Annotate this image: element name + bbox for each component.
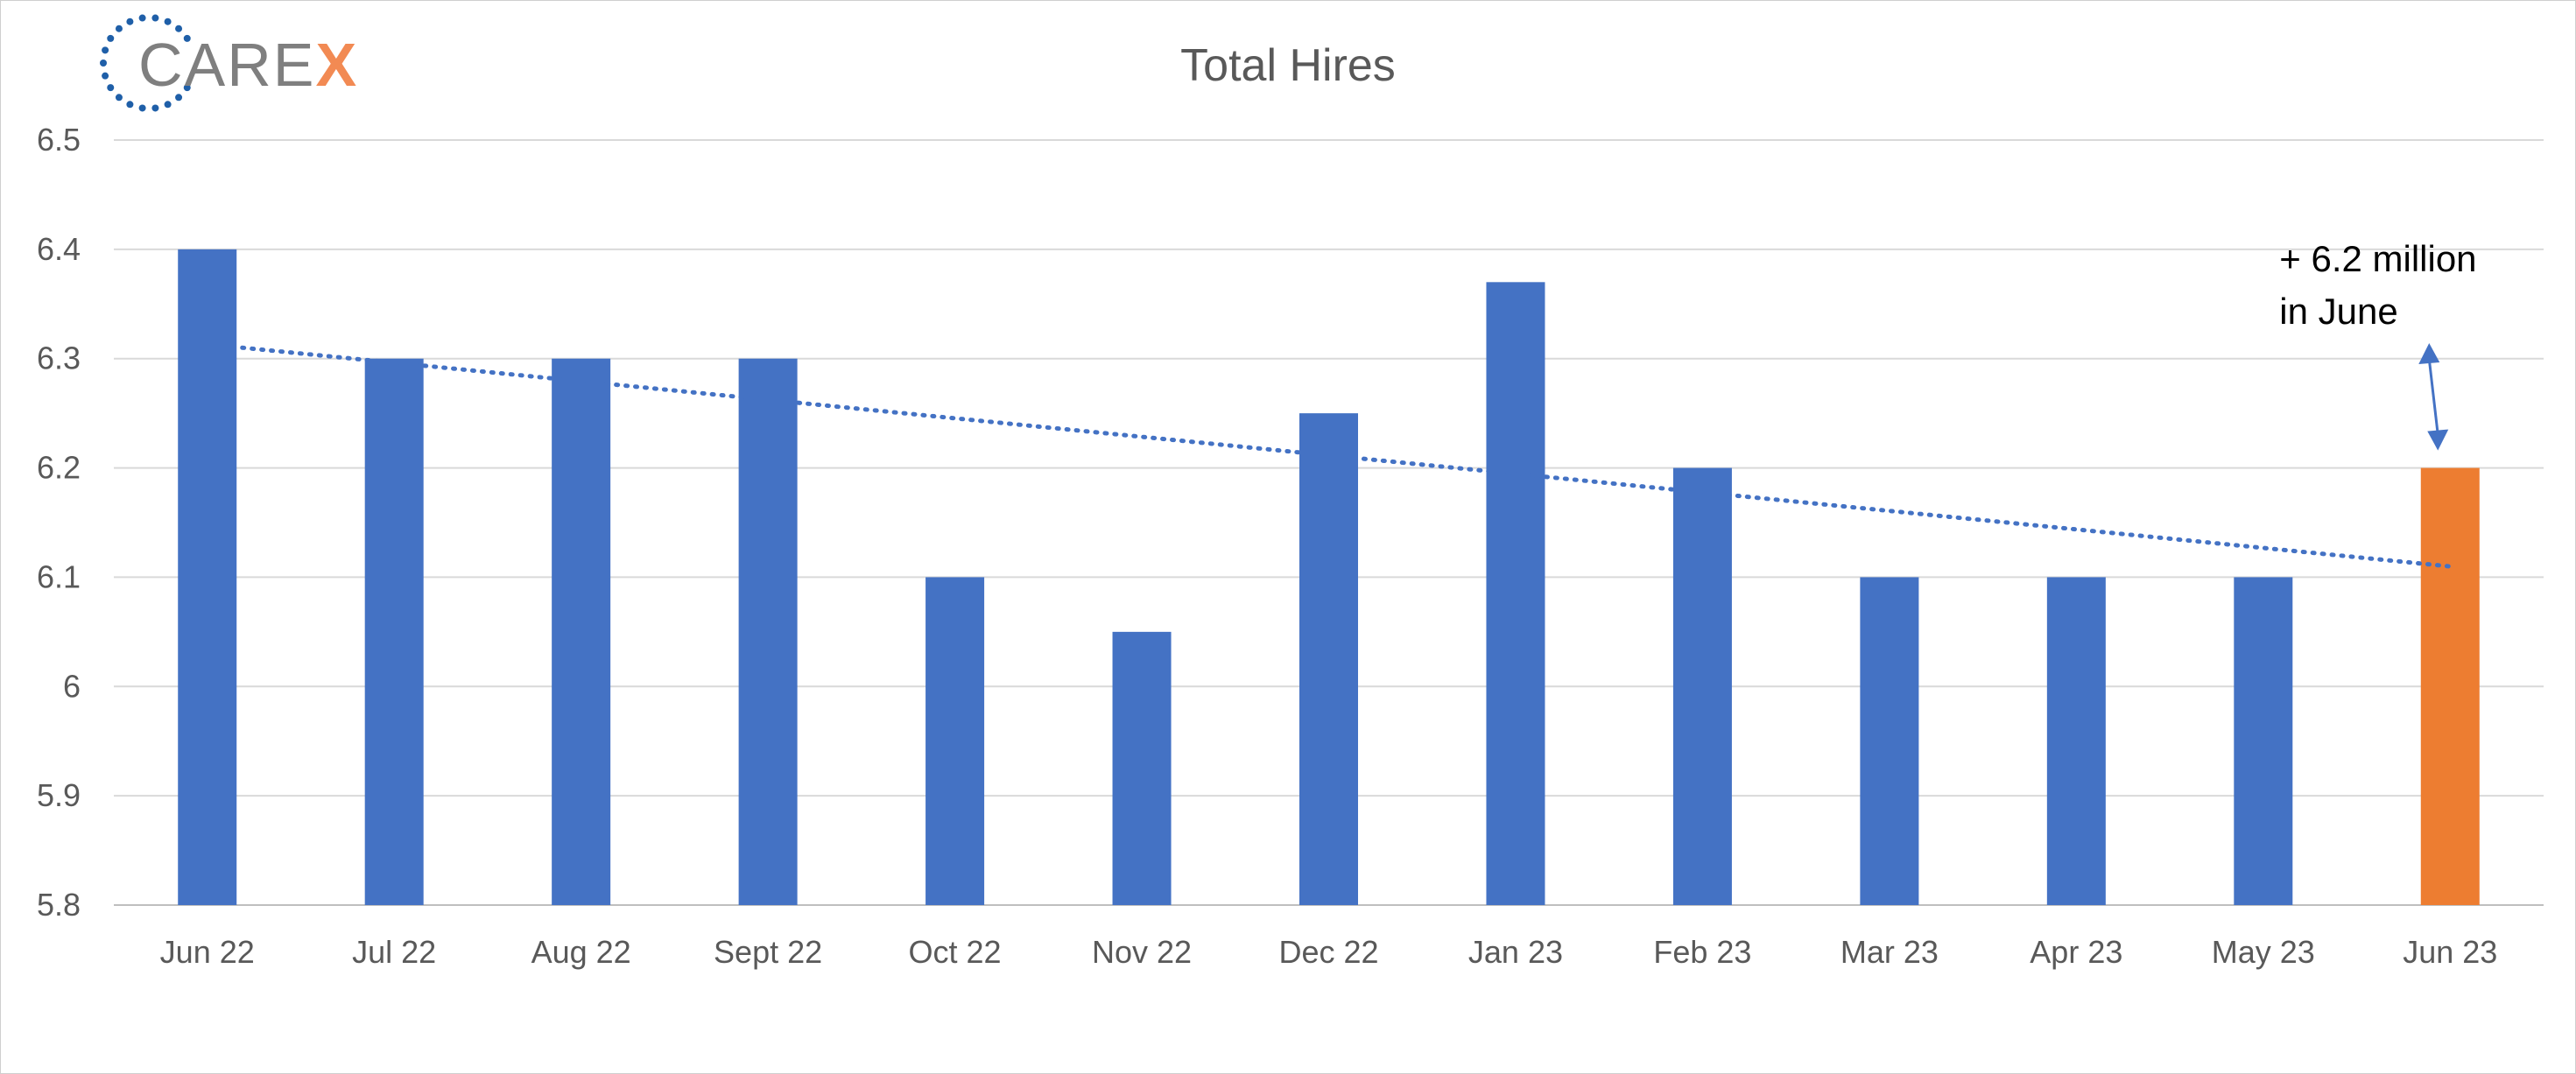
logo-dot bbox=[115, 25, 123, 32]
annotation-arrow-icon bbox=[2427, 358, 2439, 435]
logo-dot bbox=[126, 101, 134, 109]
logo-dot bbox=[138, 104, 146, 112]
arrow-head-down-icon bbox=[2427, 429, 2449, 451]
x-tick-label: Nov 22 bbox=[1092, 934, 1192, 970]
bar-jan-23 bbox=[1486, 282, 1545, 905]
chart-title: Total Hires bbox=[1180, 40, 1396, 91]
logo-text: CAREX bbox=[138, 31, 358, 99]
annotation: + 6.2 million in June bbox=[2279, 238, 2477, 451]
x-axis-ticks: Jun 22 Jul 22 Aug 22 Sept 22 Oct 22 Nov 22 Dec… bbox=[160, 934, 2498, 970]
logo-dot bbox=[164, 18, 172, 25]
trendline-path bbox=[240, 345, 2451, 569]
bars bbox=[178, 249, 2480, 906]
bar-feb-23 bbox=[1672, 467, 1732, 905]
bar-aug-22 bbox=[552, 358, 611, 905]
carex-logo: CAREX bbox=[100, 14, 358, 112]
logo-dot bbox=[151, 104, 159, 112]
x-tick-label: Dec 22 bbox=[1278, 934, 1378, 970]
logo-dot bbox=[138, 14, 146, 22]
y-tick-label: 6.2 bbox=[37, 450, 81, 486]
x-tick-label: Apr 23 bbox=[2030, 934, 2122, 970]
y-axis-ticks: 5.8 5.9 6 6.1 6.2 6.3 6.4 6.5 bbox=[37, 122, 81, 923]
bar-nov-22 bbox=[1112, 631, 1172, 905]
x-tick-label: Jun 23 bbox=[2403, 934, 2497, 970]
logo-dotted-ring-icon bbox=[100, 14, 191, 112]
x-tick-label: Sept 22 bbox=[714, 934, 822, 970]
bar-dec-22 bbox=[1299, 413, 1358, 906]
arrow-head-up-icon bbox=[2418, 343, 2440, 364]
logo-dot bbox=[183, 84, 191, 92]
logo-dot bbox=[102, 72, 109, 80]
logo-dot bbox=[151, 14, 159, 22]
annotation-line-2: in June bbox=[2279, 291, 2397, 332]
x-tick-label: Feb 23 bbox=[1653, 934, 1751, 970]
y-tick-label: 5.9 bbox=[37, 777, 81, 813]
y-tick-label: 5.8 bbox=[37, 887, 81, 923]
x-tick-label: Oct 22 bbox=[909, 934, 1002, 970]
bar-jun-22 bbox=[178, 249, 237, 905]
y-tick-label: 6.3 bbox=[37, 340, 81, 376]
annotation-line-1: + 6.2 million bbox=[2279, 238, 2476, 279]
logo-dot bbox=[126, 18, 134, 25]
bar-sept-22 bbox=[738, 358, 798, 905]
y-tick-label: 6.5 bbox=[37, 122, 81, 158]
y-tick-label: 6 bbox=[63, 668, 81, 704]
y-tick-label: 6.1 bbox=[37, 558, 81, 594]
x-tick-label: Mar 23 bbox=[1841, 934, 1939, 970]
bar-may-23 bbox=[2234, 577, 2293, 905]
x-tick-label: Aug 22 bbox=[531, 934, 631, 970]
logo-dot bbox=[107, 84, 115, 92]
bar-mar-23 bbox=[1860, 577, 1919, 905]
bar-jul-22 bbox=[364, 358, 424, 905]
trendline bbox=[240, 345, 2451, 569]
x-tick-label: Jul 22 bbox=[352, 934, 436, 970]
x-tick-label: May 23 bbox=[2212, 934, 2315, 970]
bar-jun-23 bbox=[2420, 467, 2480, 905]
logo-dot bbox=[164, 101, 172, 109]
x-tick-label: Jun 22 bbox=[160, 934, 255, 970]
logo-dot bbox=[102, 46, 109, 54]
logo-dot bbox=[175, 94, 183, 102]
logo-dot bbox=[175, 25, 183, 32]
logo-dot bbox=[107, 34, 115, 42]
y-tick-label: 6.4 bbox=[37, 231, 81, 267]
bar-oct-22 bbox=[926, 577, 985, 905]
logo-dot bbox=[183, 34, 191, 42]
bar-apr-23 bbox=[2046, 577, 2106, 905]
x-tick-label: Jan 23 bbox=[1468, 934, 1563, 970]
logo-dot bbox=[115, 94, 123, 102]
logo-dot bbox=[100, 60, 107, 67]
